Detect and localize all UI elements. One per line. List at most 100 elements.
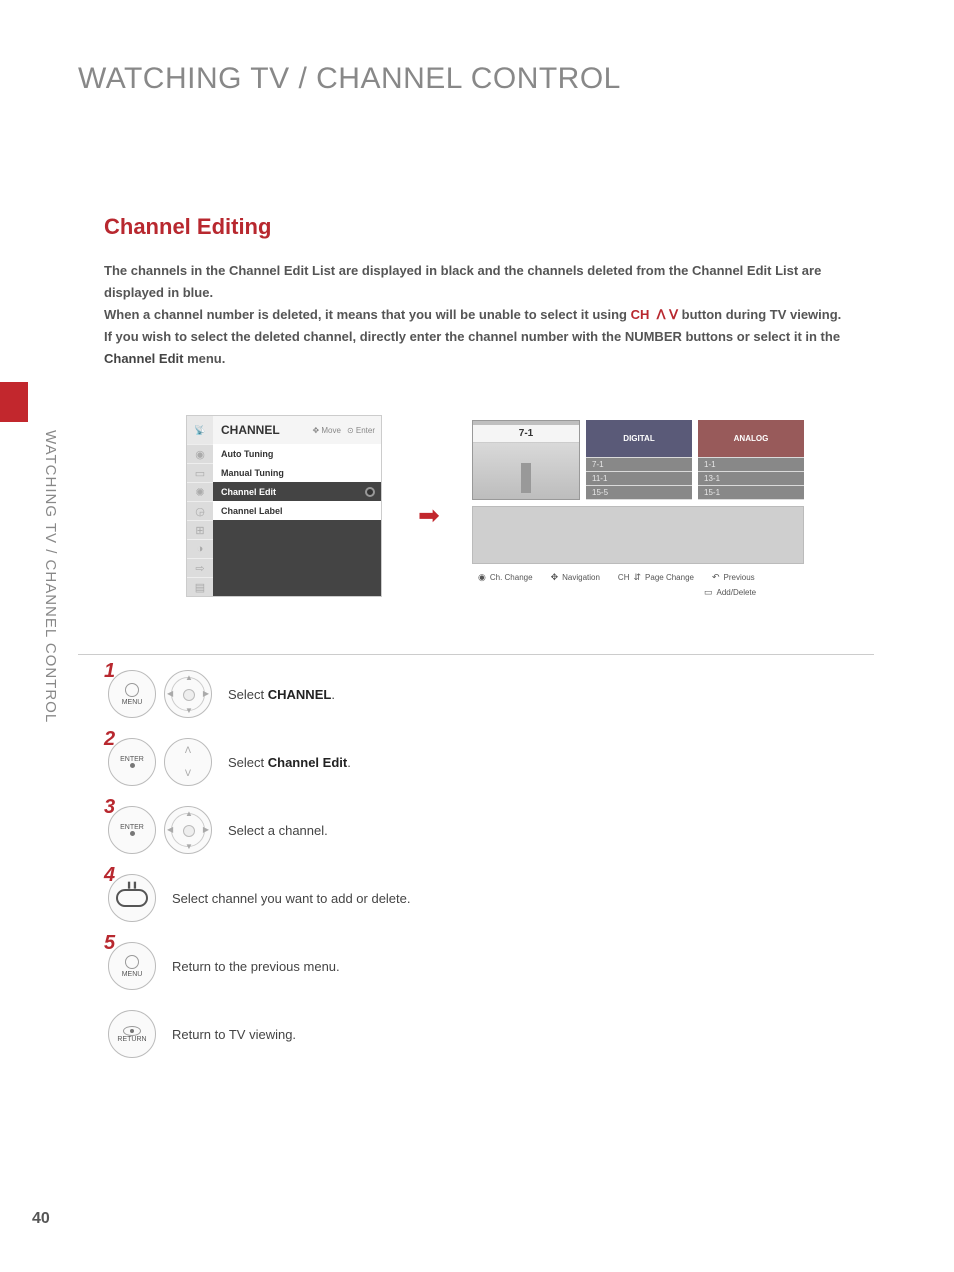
dot-icon	[130, 763, 135, 768]
clock-icon: ◶	[187, 501, 213, 520]
channel-preview: 7-1	[472, 420, 580, 500]
arrow-right-icon: ▶	[203, 689, 209, 698]
menu-header: 📡 CHANNEL ✥ Move ⊙ Enter	[187, 416, 381, 444]
updown-icon: ⇵	[633, 572, 641, 583]
channel-cell[interactable]: 13-1	[698, 472, 804, 485]
menu-spacer: ⊞	[187, 520, 381, 539]
arrow-down-icon: ▼	[185, 842, 193, 851]
page-title: WATCHING TV / CHANNEL CONTROL	[78, 62, 621, 96]
chevron-up-icon: ᐱ	[653, 307, 666, 322]
circle-icon	[125, 955, 139, 969]
legend-add-delete: ▭Add/Delete	[704, 587, 804, 598]
arrow-up-icon: ▲	[185, 673, 193, 682]
menu-label: Manual Tuning	[213, 468, 381, 478]
legend-previous: ↶Previous	[712, 572, 755, 583]
intro-p3: If you wish to select the deleted channe…	[104, 326, 874, 370]
intro-p3b: menu.	[183, 351, 225, 366]
enter-button[interactable]: ENTER	[108, 806, 156, 854]
channel-cell[interactable]: 7-1	[586, 458, 692, 471]
legend-navigation: ✥Navigation	[551, 572, 600, 583]
menu-label: Channel Label	[213, 506, 381, 516]
return-eye-icon	[123, 1026, 141, 1036]
legend-ch-change: ◉Ch. Change	[478, 572, 533, 583]
return-button[interactable]: RETURN	[108, 1010, 156, 1058]
section-title: Channel Editing	[104, 214, 271, 240]
menu-spacer: ◑	[187, 539, 381, 558]
analog-header: ANALOG	[698, 420, 804, 457]
step-return: RETURN Return to TV viewing.	[108, 1010, 411, 1058]
menu-label: Auto Tuning	[213, 449, 381, 459]
digital-column: DIGITAL 7-1 11-1 15-5	[586, 420, 692, 500]
return-button-label: RETURN	[117, 1036, 146, 1043]
menu-header-icon: 📡	[187, 416, 213, 444]
instruction-steps: 1 MENU ▲ ▼ ◀ ▶ Select CHANNEL. 2 ENTER ᐱ…	[108, 670, 411, 1078]
section-divider	[78, 654, 874, 655]
menu-item-manual-tuning[interactable]: ▭ Manual Tuning	[187, 463, 381, 482]
intro-p2: When a channel number is deleted, it mea…	[104, 304, 874, 326]
digital-list: 7-1 11-1 15-5	[586, 457, 692, 500]
menu-button-label: MENU	[122, 699, 143, 706]
arrow-right-icon: ➡	[418, 500, 440, 531]
menu-item-channel-edit[interactable]: ✺ Channel Edit	[187, 482, 381, 501]
analog-column: ANALOG 1-1 13-1 15-1	[698, 420, 804, 500]
chevron-down-icon: ᐯ	[669, 307, 678, 322]
navigation-button[interactable]: ▲ ▼ ◀ ▶	[164, 670, 212, 718]
preview-image	[473, 443, 579, 499]
enter-button-label: ENTER	[120, 756, 144, 763]
arrow-down-icon: ▼	[185, 706, 193, 715]
menu-title: CHANNEL	[213, 423, 312, 437]
step-1: 1 MENU ▲ ▼ ◀ ▶ Select CHANNEL.	[108, 670, 411, 718]
circle-icon	[125, 683, 139, 697]
channel-edit-panel: 7-1 DIGITAL 7-1 11-1 15-5 ANALOG 1-1 13-…	[472, 420, 804, 598]
intro-p3a: If you wish to select the deleted channe…	[104, 329, 840, 344]
pill-icon	[116, 889, 148, 907]
intro-p2a: When a channel number is deleted, it mea…	[104, 307, 631, 322]
option-icon: ⊞	[187, 520, 213, 539]
intro-p2b: button during TV viewing.	[678, 307, 841, 322]
analog-list: 1-1 13-1 15-1	[698, 457, 804, 500]
hint-enter: ⊙ Enter	[347, 426, 381, 435]
menu-spacer: ⇨	[187, 558, 381, 577]
channel-cell[interactable]: 15-5	[586, 486, 692, 499]
step-text: Return to the previous menu.	[172, 959, 340, 974]
return-arrow-icon: ↶	[712, 572, 720, 583]
step-text: Select Channel Edit.	[228, 755, 351, 770]
channel-menu-panel: 📡 CHANNEL ✥ Move ⊙ Enter ◉ Auto Tuning ▭…	[186, 415, 382, 597]
edit-lower-area	[472, 506, 804, 564]
digital-header: DIGITAL	[586, 420, 692, 457]
dot-icon	[130, 831, 135, 836]
up-down-button[interactable]: ᐱ ᐯ	[164, 738, 212, 786]
menu-button-label: MENU	[122, 971, 143, 978]
preview-channel-number: 7-1	[473, 425, 579, 443]
menu-item-auto-tuning[interactable]: ◉ Auto Tuning	[187, 444, 381, 463]
input-icon: ⇨	[187, 558, 213, 577]
arrow-up-icon: ▲	[185, 809, 193, 818]
side-vertical-label: WATCHING TV / CHANNEL CONTROL	[42, 430, 59, 723]
step-2: 2 ENTER ᐱ ᐯ Select Channel Edit.	[108, 738, 411, 786]
add-delete-button[interactable]	[108, 874, 156, 922]
lock-icon: ◑	[187, 539, 213, 558]
globe-icon: ◉	[187, 444, 213, 463]
menu-button[interactable]: MENU	[108, 670, 156, 718]
edit-legend: ◉Ch. Change ✥Navigation CH ⇵ Page Change…	[472, 572, 804, 598]
chevron-down-icon: ᐯ	[185, 768, 191, 779]
menu-item-channel-label[interactable]: ◶ Channel Label	[187, 501, 381, 520]
page-number: 40	[32, 1210, 50, 1228]
chevron-up-icon: ᐱ	[185, 745, 191, 756]
channel-cell[interactable]: 15-1	[698, 486, 804, 499]
channel-cell[interactable]: 11-1	[586, 472, 692, 485]
enter-button[interactable]: ENTER	[108, 738, 156, 786]
step-number: 1	[104, 660, 115, 683]
enter-dot-icon: ◉	[478, 572, 486, 583]
intro-p1: The channels in the Channel Edit List ar…	[104, 260, 874, 304]
red-side-tab	[0, 382, 28, 422]
menu-button[interactable]: MENU	[108, 942, 156, 990]
tv-icon: ▭	[187, 463, 213, 482]
menu-label: Channel Edit	[213, 487, 365, 497]
channel-cell[interactable]: 1-1	[698, 458, 804, 471]
step-number: 5	[104, 932, 115, 955]
pill-icon: ▭	[704, 587, 713, 598]
step-text: Return to TV viewing.	[172, 1027, 296, 1042]
navigation-button[interactable]: ▲ ▼ ◀ ▶	[164, 806, 212, 854]
selected-indicator-icon	[365, 487, 375, 497]
